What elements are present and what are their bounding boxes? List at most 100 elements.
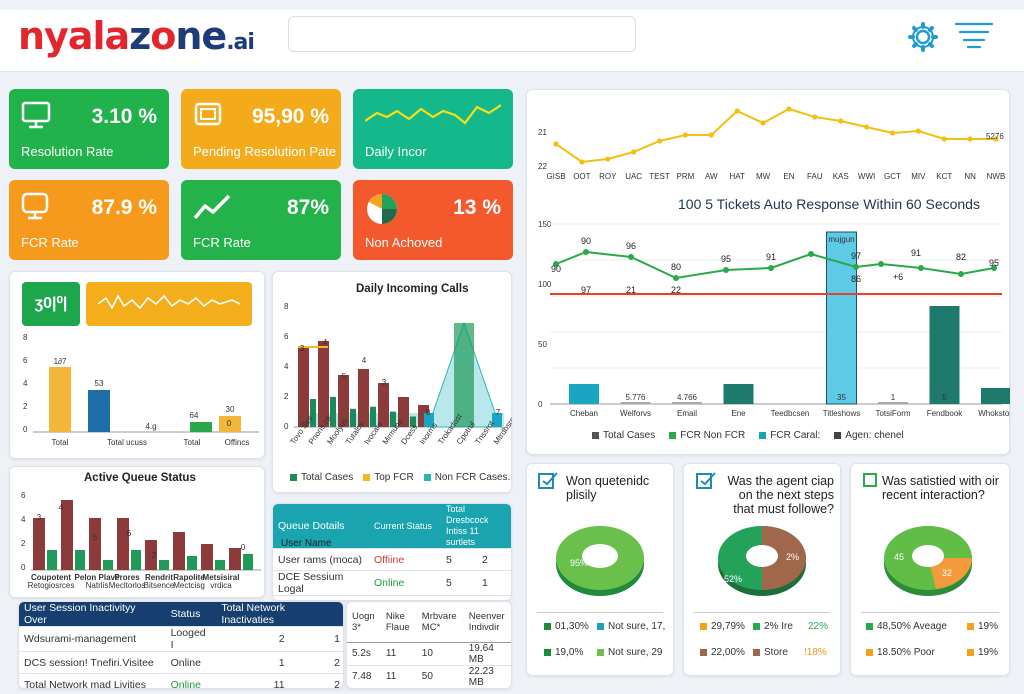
- kpi-value: 87.9 %: [91, 196, 157, 219]
- kpi-label: FCR Rate: [193, 235, 251, 250]
- axis-tick-label: MIV: [911, 172, 926, 181]
- data-label: 64: [190, 411, 199, 420]
- data-label: 5276: [986, 132, 1004, 141]
- bar: [378, 383, 389, 427]
- bar: [219, 416, 241, 432]
- bar: [215, 560, 225, 570]
- kpi-label: Daily Incor: [365, 144, 427, 159]
- data-point: [786, 106, 792, 112]
- table-cell: 2: [216, 626, 290, 652]
- bar: [103, 560, 113, 570]
- data-label: 7: [496, 408, 501, 417]
- table-row[interactable]: DCE Sessium Logal Online 5 1: [273, 570, 511, 596]
- axis-tick-label: MW: [756, 172, 771, 181]
- table-row[interactable]: Total Network mad Livities Online 11 2: [19, 673, 343, 688]
- bar: [187, 556, 197, 570]
- data-label: 95: [989, 258, 999, 268]
- series-line: [555, 107, 996, 164]
- data-point: [553, 261, 559, 267]
- sparkline-icon: [365, 104, 501, 125]
- axis-tick-label: 4: [284, 362, 289, 371]
- gear-icon[interactable]: [905, 19, 941, 60]
- table-row[interactable]: 5.2s 11 10 19.64 MB: [347, 642, 511, 666]
- donut-chart-1: 95%: [556, 526, 644, 596]
- table-row[interactable]: DCS session! Tnefiri.Visitee Online 1 2: [19, 651, 343, 674]
- bar: [358, 369, 369, 427]
- session-table: User Session Inactivityy Over Status Tot…: [19, 602, 343, 688]
- bar: [390, 411, 396, 427]
- table-cell: User Name: [281, 538, 332, 549]
- kpi-label: Non Achoved: [365, 235, 443, 250]
- axis-tick-label: Mecltorlos: [109, 581, 145, 590]
- data-label: 5: [93, 533, 98, 542]
- legend-item: Non FCR Cases.: [423, 472, 510, 483]
- data-point: [863, 124, 870, 130]
- table-cell: 1: [476, 570, 511, 596]
- auto-response-panel: [526, 89, 1010, 455]
- data-label: 4.766: [677, 393, 698, 402]
- search-input[interactable]: [288, 16, 636, 52]
- data-point: [656, 138, 663, 144]
- axis-tick-label: OOT: [573, 172, 590, 181]
- bar: [454, 323, 474, 427]
- data-label: 3: [300, 344, 305, 353]
- axis-tick-label: UAC: [625, 172, 642, 181]
- axis-tick-label: 6: [284, 332, 289, 341]
- kpi-pending-resolution[interactable]: 95,90 % Pending Resolution Pate: [181, 89, 341, 169]
- axis-tick-label: KAS: [833, 172, 849, 181]
- axis-tick-label: GISB: [546, 172, 565, 181]
- kpi-daily-incoming[interactable]: Daily Incor: [353, 89, 513, 169]
- feedback-legend: 29,79%: [700, 621, 745, 632]
- axis-tick-label: Retogiosrces: [28, 581, 75, 590]
- table-row[interactable]: 7.48 11 50 22.23 MB: [347, 665, 511, 688]
- series-line: [555, 250, 995, 280]
- auto-response-legend: Total Cases FCR Non FCR FCR Caral: Agen:…: [592, 430, 904, 441]
- axis-tick-label: FAU: [807, 172, 823, 181]
- auto-response-chart: 150 100 50 0 Cheban Welforvs 5.776 Email 4.766 En…: [538, 220, 1010, 418]
- axis-tick-label: Metsisiral: [203, 573, 240, 582]
- bar: [310, 399, 316, 427]
- axis-tick-label: Fendbook: [927, 409, 964, 418]
- kpi-fcr-rate-green[interactable]: 87% FCR Rate: [181, 180, 341, 260]
- axis-tick-label: 2: [23, 402, 28, 411]
- bar: [929, 306, 960, 404]
- divider: [537, 612, 663, 613]
- axis-tick-label: Coupotent: [31, 573, 71, 582]
- table-cell: 7.48: [347, 665, 381, 688]
- axis-tick-label: GCT: [884, 172, 901, 181]
- axis-tick-label: 100: [538, 280, 552, 289]
- kpi-resolution-rate[interactable]: 3.10 % Resolution Rate: [9, 89, 169, 169]
- data-point: [878, 261, 884, 267]
- kpi-value: 13 %: [453, 196, 501, 219]
- legend-item: FCR Caral:: [759, 430, 820, 441]
- bar: [492, 413, 502, 427]
- feedback-question: Was satistied with oir recent interactio…: [882, 474, 999, 502]
- status-badge: Offiine: [369, 548, 441, 571]
- axis-tick-label: 2: [21, 539, 26, 548]
- feedback-legend: 19%: [967, 621, 998, 632]
- data-label: 21: [626, 285, 636, 295]
- axis-tick-label: 2: [284, 392, 289, 401]
- axis-tick-label: 0: [23, 425, 28, 434]
- bar: [190, 422, 212, 432]
- table-cell: 11: [380, 642, 417, 666]
- table-header: Current Status: [369, 504, 441, 549]
- table-cell: 1: [289, 626, 343, 652]
- axis-tick-label: 8: [23, 333, 28, 342]
- status-badge: Online: [369, 570, 441, 596]
- axis-tick-label: NN: [964, 172, 976, 181]
- table-row[interactable]: User rams (moca) Offiine 5 2: [273, 548, 511, 571]
- bar: [49, 367, 71, 432]
- kpi-fcr-rate-orange[interactable]: 87.9 % FCR Rate: [9, 180, 169, 260]
- axis-tick-label: 6: [23, 356, 28, 365]
- axis-tick-label: Welforvs: [620, 409, 651, 418]
- kpi-non-achieved[interactable]: 13 % Non Achoved: [353, 180, 513, 260]
- data-label: 97: [581, 285, 591, 295]
- menu-icon[interactable]: [952, 20, 996, 55]
- axis-tick-label: 50: [538, 340, 547, 349]
- data-label: 5: [942, 393, 947, 402]
- table-cell: 11: [216, 673, 290, 688]
